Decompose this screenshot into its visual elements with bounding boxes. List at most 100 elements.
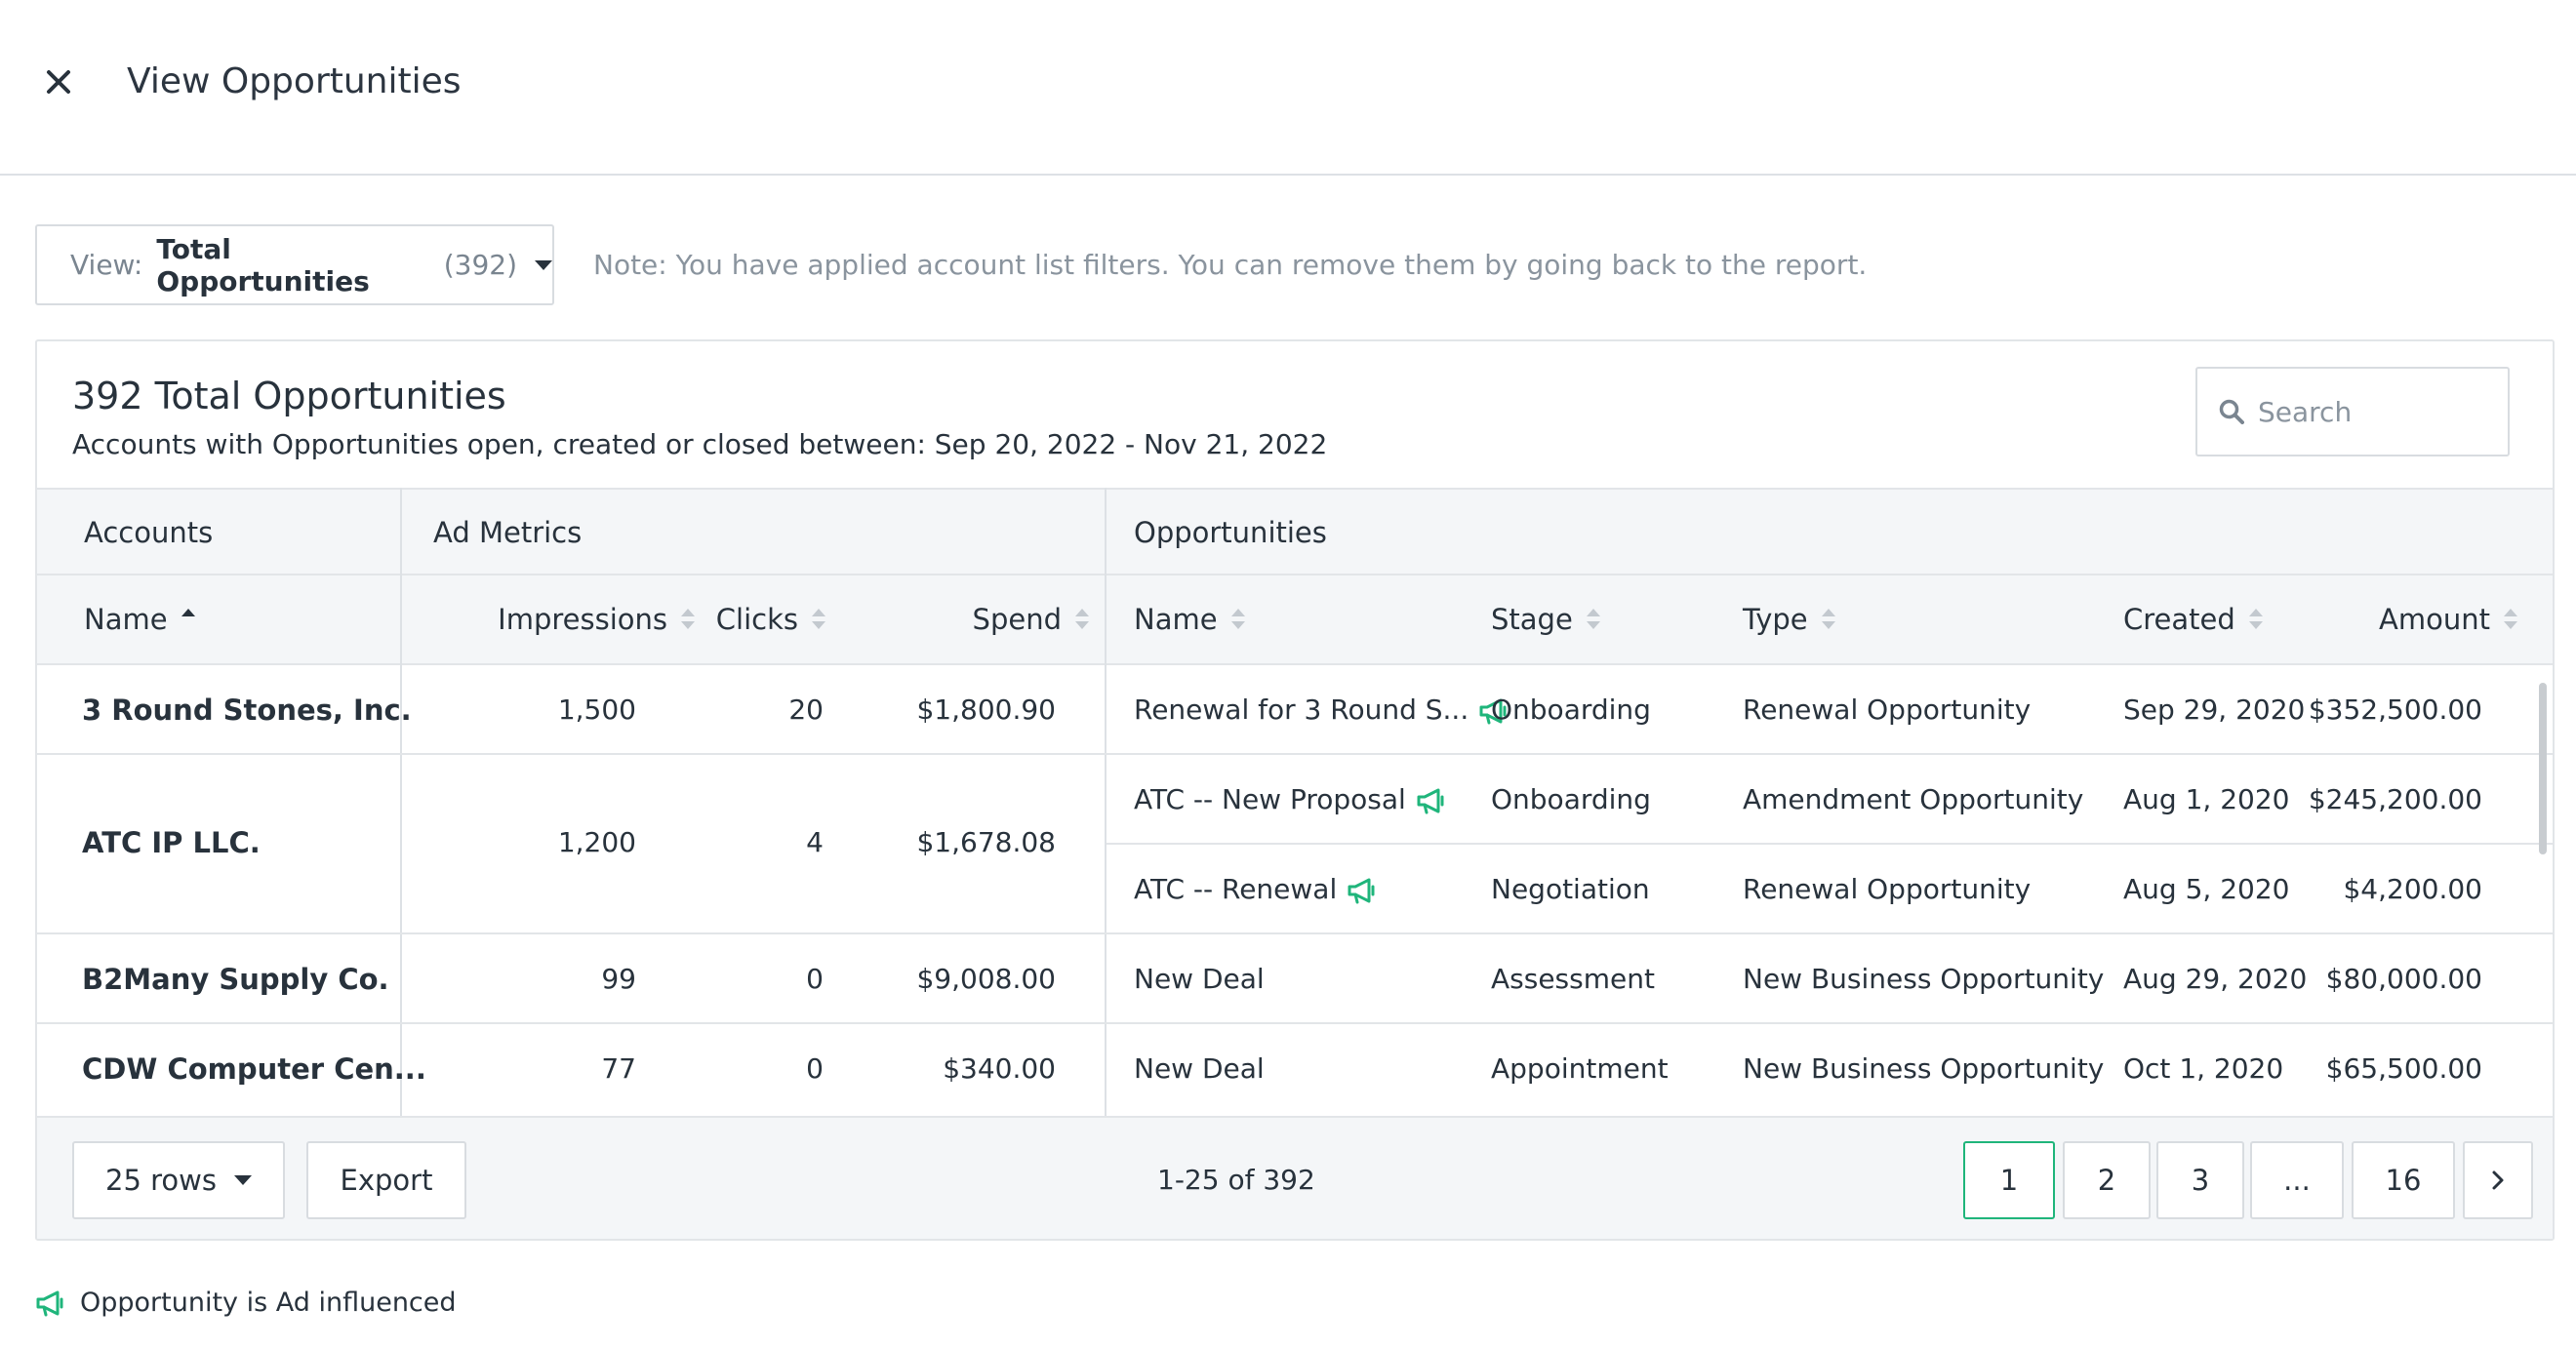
sort-icon xyxy=(1230,609,1245,630)
opportunity-name-text: Renewal for 3 Round S... xyxy=(1134,694,1469,726)
table-footer: 25 rows Export 1-25 of 392 1 2 3 ... 16 xyxy=(37,1116,2553,1239)
col-clicks-label: Clicks xyxy=(715,603,798,636)
search-input[interactable] xyxy=(2258,395,2492,428)
opportunity-name[interactable]: New Deal xyxy=(1134,1052,1265,1085)
clicks: 4 xyxy=(806,826,824,858)
row-divider xyxy=(37,1022,2553,1024)
view-count: (392) xyxy=(443,249,517,281)
divider-accounts xyxy=(400,488,402,1116)
sort-icon xyxy=(812,609,825,630)
col-clicks[interactable]: Clicks xyxy=(710,575,825,663)
col-amount[interactable]: Amount xyxy=(2281,575,2517,663)
sort-icon xyxy=(2504,609,2517,630)
top-bar: View Opportunities xyxy=(0,0,2576,176)
col-stage-label: Stage xyxy=(1491,603,1573,636)
row-divider xyxy=(37,753,2553,755)
created-date: Aug 29, 2020 xyxy=(2123,963,2308,995)
clicks: 20 xyxy=(788,694,824,726)
impressions: 99 xyxy=(601,963,636,995)
col-impressions-label: Impressions xyxy=(498,603,667,636)
spend: $1,800.90 xyxy=(916,694,1056,726)
col-opp-name-label: Name xyxy=(1134,603,1218,636)
rows-per-page-label: 25 rows xyxy=(105,1164,217,1197)
page-button-16[interactable]: 16 xyxy=(2352,1141,2455,1219)
amount: $65,500.00 xyxy=(2325,1052,2482,1085)
col-spend[interactable]: Spend xyxy=(886,575,1089,663)
table-scrollbar[interactable] xyxy=(2539,683,2547,854)
sub-row-divider xyxy=(1107,843,2553,845)
stage: Assessment xyxy=(1491,963,1655,995)
megaphone-icon xyxy=(1348,878,1375,904)
rows-per-page-select[interactable]: 25 rows xyxy=(72,1141,285,1219)
caret-down-icon xyxy=(233,1175,252,1185)
stage: Onboarding xyxy=(1491,783,1651,815)
megaphone-icon xyxy=(1479,698,1507,725)
group-header-row: Accounts Ad Metrics Opportunities xyxy=(37,488,2553,575)
stage: Onboarding xyxy=(1491,694,1651,726)
card-subtitle: Accounts with Opportunities open, create… xyxy=(72,428,1328,460)
col-type-label: Type xyxy=(1743,603,1808,636)
stage: Appointment xyxy=(1491,1052,1669,1085)
created-date: Sep 29, 2020 xyxy=(2123,694,2306,726)
opportunity-name[interactable]: New Deal xyxy=(1134,963,1265,995)
amount: $352,500.00 xyxy=(2308,694,2482,726)
group-ad-metrics: Ad Metrics xyxy=(433,516,583,549)
spend: $1,678.08 xyxy=(916,826,1056,858)
type: New Business Opportunity xyxy=(1743,963,2105,995)
page-button-1[interactable]: 1 xyxy=(1963,1141,2055,1219)
export-button[interactable]: Export xyxy=(306,1141,466,1219)
table-body: 3 Round Stones, Inc. 1,500 20 $1,800.90 … xyxy=(37,665,2553,1116)
search-icon xyxy=(2219,399,2244,424)
type: Renewal Opportunity xyxy=(1743,694,2032,726)
legend-text: Opportunity is Ad influenced xyxy=(80,1288,457,1318)
col-stage[interactable]: Stage xyxy=(1491,575,1600,663)
search-box[interactable] xyxy=(2195,367,2510,456)
impressions: 1,200 xyxy=(557,826,636,858)
opportunity-name[interactable]: ATC -- Renewal xyxy=(1134,872,1378,907)
sort-icon xyxy=(681,609,695,630)
stage: Negotiation xyxy=(1491,873,1650,905)
created-date: Oct 1, 2020 xyxy=(2123,1052,2284,1085)
sort-icon xyxy=(1586,609,1600,630)
megaphone-icon xyxy=(1417,788,1444,814)
account-name[interactable]: CDW Computer Cen... xyxy=(82,1052,426,1086)
chevron-right-icon xyxy=(2492,1170,2504,1190)
impressions: 77 xyxy=(601,1052,636,1085)
created-date: Aug 5, 2020 xyxy=(2123,873,2290,905)
col-created-label: Created xyxy=(2123,603,2235,636)
card-title: 392 Total Opportunities xyxy=(72,375,506,417)
sort-asc-icon xyxy=(181,609,195,630)
opportunity-name-text: ATC -- New Proposal xyxy=(1134,783,1406,815)
amount: $80,000.00 xyxy=(2325,963,2482,995)
col-amount-label: Amount xyxy=(2379,603,2490,636)
megaphone-icon xyxy=(36,1290,63,1316)
col-impressions[interactable]: Impressions xyxy=(433,575,695,663)
page-ellipsis[interactable]: ... xyxy=(2250,1141,2344,1219)
col-created[interactable]: Created xyxy=(2123,575,2263,663)
impressions: 1,500 xyxy=(557,694,636,726)
spend: $340.00 xyxy=(943,1052,1056,1085)
next-page-button[interactable] xyxy=(2463,1141,2533,1219)
sort-icon xyxy=(1821,609,1835,630)
legend: Opportunity is Ad influenced xyxy=(35,1288,457,1318)
account-name[interactable]: 3 Round Stones, Inc. xyxy=(82,694,412,727)
opportunity-name[interactable]: ATC -- New Proposal xyxy=(1134,782,1447,817)
account-name[interactable]: ATC IP LLC. xyxy=(82,826,261,859)
close-icon[interactable] xyxy=(39,62,78,101)
page-button-3[interactable]: 3 xyxy=(2156,1141,2244,1219)
view-label: View: xyxy=(70,249,143,281)
view-selector[interactable]: View: Total Opportunities (392) xyxy=(35,224,554,305)
amount: $245,200.00 xyxy=(2308,783,2482,815)
type: New Business Opportunity xyxy=(1743,1052,2105,1085)
col-account-name[interactable]: Name xyxy=(84,575,195,663)
account-name[interactable]: B2Many Supply Co. xyxy=(82,963,389,996)
page-title: View Opportunities xyxy=(127,61,462,101)
col-opp-name[interactable]: Name xyxy=(1134,575,1245,663)
page-button-2[interactable]: 2 xyxy=(2063,1141,2151,1219)
opportunity-name[interactable]: Renewal for 3 Round S... xyxy=(1134,693,1509,728)
group-accounts: Accounts xyxy=(84,516,214,549)
col-account-name-label: Name xyxy=(84,603,168,636)
type: Amendment Opportunity xyxy=(1743,783,2084,815)
col-type[interactable]: Type xyxy=(1743,575,1835,663)
row-divider xyxy=(37,932,2553,934)
